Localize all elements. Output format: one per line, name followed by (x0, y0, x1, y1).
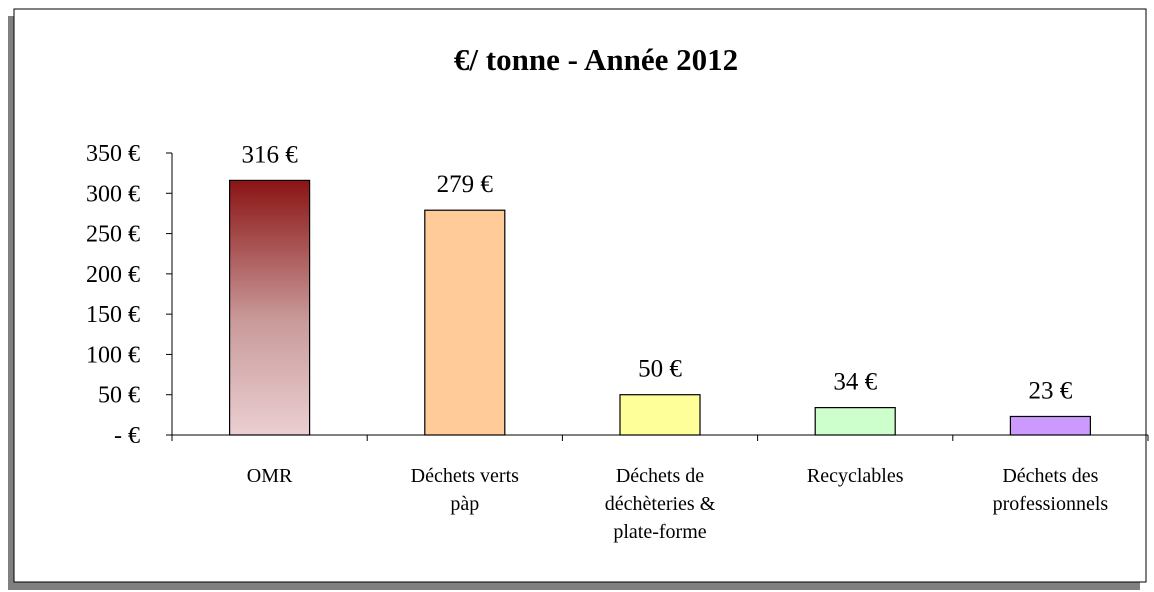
value-label: 279 € (437, 171, 494, 198)
frame (13, 8, 1147, 583)
bar (424, 209, 506, 436)
bar (619, 394, 701, 436)
y-tick-label: 350 € (86, 141, 140, 167)
x-tick-label: Déchets verts (411, 465, 520, 487)
bar (814, 407, 896, 436)
x-tick-label: Déchets des (1002, 465, 1098, 487)
x-tick-label: pàp (450, 493, 479, 515)
y-tick-label: 150 € (86, 302, 140, 328)
x-tick-label: Déchets de (616, 465, 704, 487)
y-tick-label: 200 € (86, 262, 140, 288)
y-tick-label: 50 € (98, 383, 140, 409)
y-tick-label: 100 € (86, 342, 140, 368)
y-tick-label: 300 € (86, 181, 140, 207)
x-tick-label: plate-forme (613, 521, 706, 543)
y-tick-label: 250 € (86, 222, 140, 248)
value-label: 23 € (1029, 377, 1073, 404)
value-label: 34 € (833, 369, 877, 396)
y-tick-label: - € (114, 423, 140, 449)
chart-title: €/ tonne - Année 2012 (454, 42, 738, 77)
value-label: 50 € (638, 356, 682, 383)
x-tick-label: OMR (247, 465, 293, 487)
x-tick-label: Recyclables (807, 465, 904, 487)
value-label: 316 € (241, 141, 298, 168)
x-tick-label: déchèteries & (605, 493, 716, 515)
bar (1009, 415, 1092, 436)
x-tick-label: professionnels (993, 493, 1109, 515)
bar (229, 179, 311, 436)
